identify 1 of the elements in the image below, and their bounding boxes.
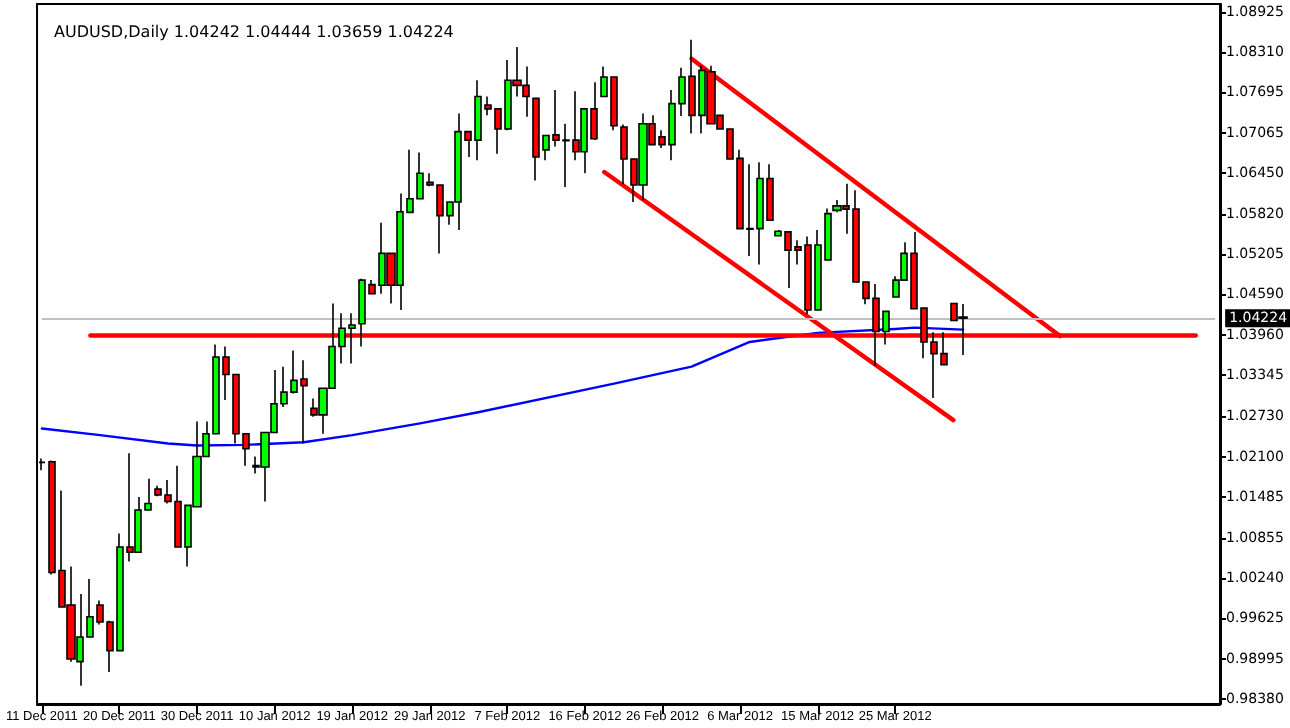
text: AUDUSD,Daily 1.04242 1.04444 1.03659 1.04224 (54, 23, 454, 41)
